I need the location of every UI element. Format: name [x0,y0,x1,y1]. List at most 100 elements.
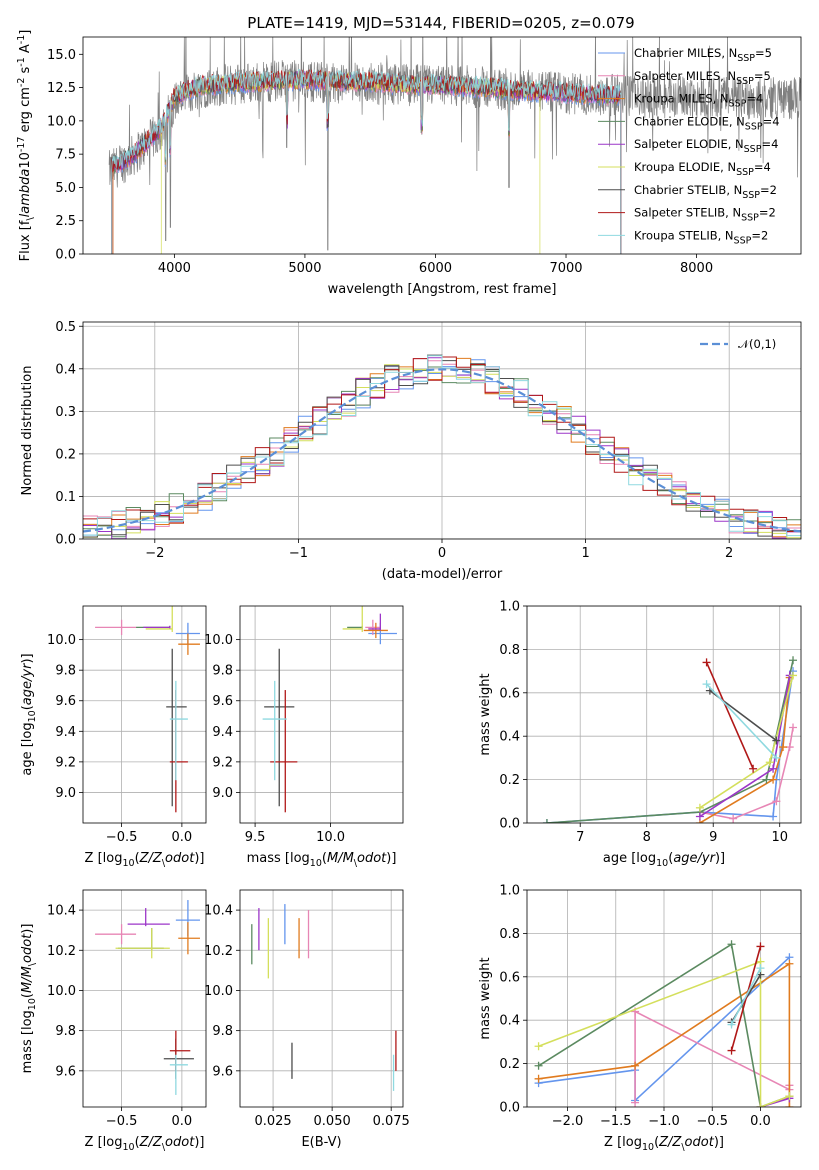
marker-kroupa_elodie [695,803,704,812]
y-tick-label: 10.0 [204,984,233,999]
y-tick-label: 7.5 [55,148,76,163]
x-tick-label: −0.5 [106,1114,138,1129]
figure-title: PLATE=1419, MJD=53144, FIBERID=0205, z=0… [247,14,634,32]
errorbar-salpeter_elodie [127,908,170,927]
x-tick-label: 0.0 [750,1114,771,1129]
x-tick-label: 6000 [419,261,452,276]
errorbar-salpeter_miles [95,924,137,945]
y-tick-label: 9.4 [212,725,233,740]
marker-kroupa_stelib [727,1020,736,1029]
massweight-line-kroupa_miles [538,962,791,1107]
massweight-line-chabrier_miles [546,670,794,823]
y-tick-label: 1.0 [499,884,520,899]
errorbar-chabrier_stelib [163,1038,194,1079]
y-tick-label: 9.6 [212,694,233,709]
errorbar-chabrier_stelib [264,648,295,807]
y-tick-label: 10.0 [47,984,76,999]
plot-area [240,890,403,1107]
x-tick-label: 0.0 [172,830,193,845]
errorbar-salpeter_elodie [368,613,382,631]
marker-salpeter_elodie [695,812,704,821]
marker-chabrier_elodie [789,656,798,665]
axes-spectrum: 4000 5000 6000 7000 8000 0.0 2.5 5.0 7.5 10.0 12.5… [16,30,802,297]
plot-area [83,890,206,1107]
y-tick-label: 0.2 [499,773,520,788]
legend-label-salpeter_miles: Salpeter MILES, NSSP=5 [634,69,771,87]
x-tick-label: 10.0 [316,830,345,845]
y-tick-label: 10.4 [204,904,233,919]
plot-area [527,606,801,823]
y-tick-label: 0.6 [499,970,520,985]
x-axis-label: wavelength [Angstrom, rest frame] [328,282,557,297]
marker-salpeter_miles [631,1098,640,1107]
y-tick-label: 10.0 [47,114,76,129]
legend-label-chabrier_miles: Chabrier MILES, NSSP=5 [634,46,772,64]
x-tick-label: −0.5 [696,1114,728,1129]
x-tick-label: −2 [145,546,164,561]
y-axis-label: mass [log10(M/M\odot)] [20,924,38,1074]
x-tick-label: 5000 [288,261,321,276]
x-tick-label: 0.075 [373,1114,410,1129]
y-tick-label: 5.0 [55,181,76,196]
y-tick-label: 15.0 [47,48,76,63]
errorbar-kroupa_elodie [115,928,170,959]
marker-salpeter_stelib [727,1046,736,1055]
marker-kroupa_stelib [772,753,781,762]
spectrum-legend: Chabrier MILES, NSSP=5 Salpeter MILES, NS… [598,46,780,246]
y-tick-label: 0.2 [55,447,76,462]
plot-area [83,606,206,823]
axes-frame [526,889,802,1108]
x-tick-label: 7 [576,830,584,845]
marker-salpeter_stelib [702,658,711,667]
marker-kroupa_miles [631,1061,640,1070]
marker-salpeter_stelib [756,942,765,951]
x-tick-label: 9.5 [245,830,266,845]
massweight-line-chabrier_elodie [546,660,794,823]
legend-label-salpeter_stelib: Salpeter STELIB, NSSP=2 [634,206,776,224]
marker-chabrier_elodie [534,1061,543,1070]
y-tick-label: 0.4 [55,362,76,377]
y-axis-label: mass weight [478,673,493,755]
x-tick-label: 0.025 [254,1114,291,1129]
massweight-line-kroupa_stelib [730,967,762,1025]
y-tick-label: 0.5 [55,320,76,335]
x-tick-label: −0.5 [106,830,138,845]
y-tick-label: 9.6 [55,694,76,709]
x-tick-label: 7000 [549,261,582,276]
y-tick-label: 9.4 [55,725,76,740]
errorbar-kroupa_stelib [169,680,188,781]
y-tick-label: 10.2 [204,944,233,959]
marker-kroupa_elodie [534,1042,543,1051]
marker-kroupa_miles [779,743,788,752]
y-tick-label: 0.0 [499,817,520,832]
x-tick-label: 1 [581,546,589,561]
axes-frame [82,889,207,1108]
marker-chabrier_stelib [772,736,781,745]
y-tick-label: 9.8 [55,664,76,679]
errorbar-salpeter_miles [365,619,381,636]
plot-area [83,322,801,539]
y-tick-label: 10.0 [204,633,233,648]
massweight-line-salpeter_stelib [705,662,754,770]
axes-residuals: −2 −1 0 1 2 0.0 0.1 0.2 0.3 0.4 0.5 (data-model)/er… [20,320,802,582]
axes-mass-vs-Z: −0.5 0.0 9.6 9.8 10.0 10.2 10.4 Z [log10(Z/Z\od… [20,889,207,1153]
x-axis-label: Z [log10(Z/Z\odot)] [85,1135,205,1153]
x-tick-label: −1 [289,546,308,561]
y-tick-label: 2.5 [55,214,76,229]
y-tick-label: 0.8 [499,927,520,942]
axes-frame [82,36,802,255]
x-tick-label: 4000 [158,261,191,276]
axes-mass-vs-ebv: 0.025 0.050 0.075 9.6 9.8 10.0 10.2 10.4 E(B-V) [204,889,410,1150]
marker-kroupa_miles [785,959,794,968]
axes-frame [82,321,802,540]
marker-kroupa_elodie [765,758,774,767]
marker-chabrier_miles [769,812,778,821]
y-tick-label: 9.6 [55,1064,76,1079]
y-tick-label: 0.0 [55,533,76,548]
marker-kroupa_elodie [789,671,798,680]
marker-chabrier_elodie [727,940,736,949]
x-axis-label: (data-model)/error [382,567,503,582]
model-spectrum-kroupa_stelib [111,68,622,254]
normal-reference-curve [83,368,801,533]
x-axis-label: E(B-V) [301,1135,341,1150]
